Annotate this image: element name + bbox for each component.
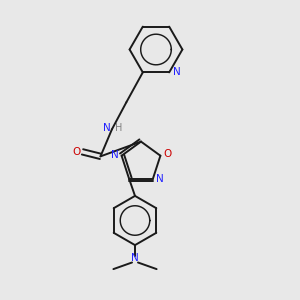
Text: O: O xyxy=(72,147,81,157)
Text: O: O xyxy=(163,149,171,160)
Text: N: N xyxy=(156,174,164,184)
Text: N: N xyxy=(131,253,139,263)
Text: H: H xyxy=(115,124,122,134)
Text: N: N xyxy=(111,150,119,160)
Text: N: N xyxy=(172,67,180,77)
Text: N: N xyxy=(103,124,110,134)
